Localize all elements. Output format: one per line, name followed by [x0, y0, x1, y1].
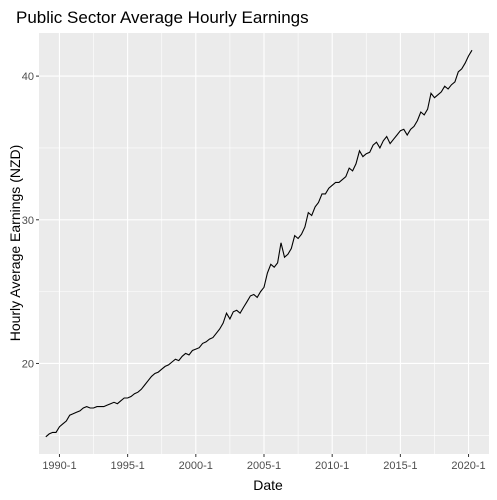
y-tick-label: 30: [22, 215, 34, 227]
x-tick-label: 2015-1: [383, 460, 417, 472]
x-tick-label: 1990-1: [42, 460, 76, 472]
series-line: [45, 49, 473, 438]
y-tick-label: 20: [22, 358, 34, 370]
y-axis-title: Hourly Average Earnings (NZD): [7, 145, 23, 342]
x-tick-label: 2010-1: [315, 460, 349, 472]
y-tick-label: 40: [22, 71, 34, 83]
x-axis: 1990-1 1995-1 2000-1 2005-1 2010-1 2015-1 2020…: [42, 454, 486, 472]
y-axis: 20 30 40: [22, 71, 39, 370]
x-tick-label: 2020-1: [451, 460, 485, 472]
minor-gridlines: [39, 33, 489, 454]
x-tick-label: 2000-1: [179, 460, 213, 472]
major-gridlines: [39, 33, 489, 454]
chart-title: Public Sector Average Hourly Earnings: [16, 8, 309, 27]
x-tick-label: 2005-1: [247, 460, 281, 472]
x-tick-label: 1995-1: [111, 460, 145, 472]
x-axis-title: Date: [253, 477, 283, 493]
